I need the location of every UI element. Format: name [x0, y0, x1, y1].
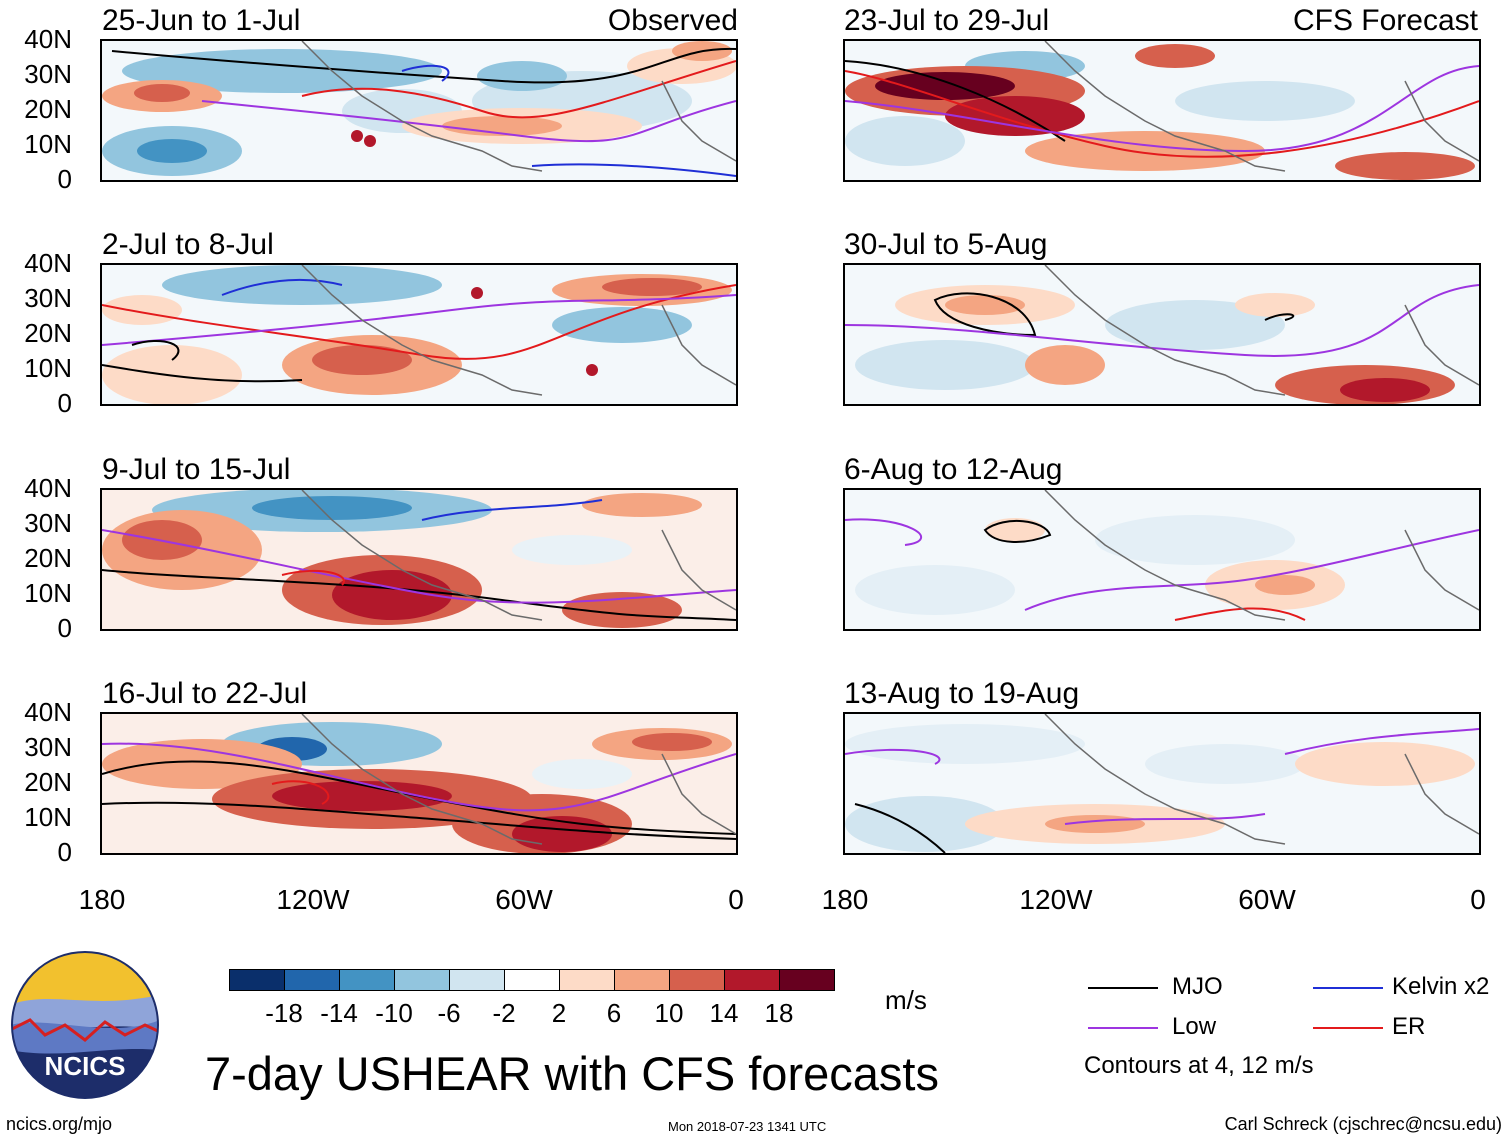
- colorbar-swatch: [229, 969, 285, 991]
- lon-label-180-left: 180: [78, 884, 126, 915]
- panel-title: 2-Jul to 8-Jul: [102, 228, 274, 261]
- lat-label: 0: [57, 613, 72, 643]
- colorbar-tick-label: 18: [764, 998, 794, 1028]
- lon-label-0-left: 0: [728, 884, 744, 915]
- map-panel: [843, 263, 1481, 406]
- panel-title: 9-Jul to 15-Jul: [102, 453, 291, 486]
- lat-label: 30N: [24, 283, 72, 313]
- colorbar-tick-label: -18: [265, 998, 303, 1028]
- storm-marker-f: [364, 135, 376, 147]
- lat-label: 40N: [24, 24, 72, 54]
- panel-title: 13-Aug to 19-Aug: [844, 677, 1080, 710]
- storm-marker-b: [586, 364, 598, 376]
- colorbar-tick-label: 6: [606, 998, 622, 1028]
- panel-title: 23-Jul to 29-Jul: [844, 4, 1050, 37]
- lon-label-60w-left: 60W: [495, 884, 553, 915]
- panel-title: 25-Jun to 1-Jul: [102, 4, 301, 37]
- logo-text: NCICS: [45, 1051, 126, 1081]
- colorbar-tick-label: -6: [437, 998, 461, 1028]
- map-panel: [843, 488, 1481, 631]
- lat-label: 20N: [24, 543, 72, 573]
- footer-author: Carl Schreck (cjschrec@ncsu.edu): [1224, 1114, 1502, 1134]
- panel-title: 6-Aug to 12-Aug: [844, 453, 1063, 486]
- lat-label: 40N: [24, 248, 72, 278]
- panel-title: 16-Jul to 22-Jul: [102, 677, 308, 710]
- lon-label-60w-right: 60W: [1238, 884, 1296, 915]
- colorbar-swatch: [284, 969, 340, 991]
- colorbar-swatch: [559, 969, 615, 991]
- lat-label: 10N: [24, 802, 72, 832]
- lon-label-180-right: 180: [821, 884, 869, 915]
- legend-kelvin-label: Kelvin x2: [1392, 973, 1490, 1000]
- lat-label: 10N: [24, 353, 72, 383]
- colorbar-tick-label: -10: [375, 998, 413, 1028]
- colorbar-swatch: [504, 969, 560, 991]
- footer-url: ncics.org/mjo: [6, 1114, 113, 1134]
- colorbar-swatch: [779, 969, 835, 991]
- panel-tag: CFS Forecast: [1292, 4, 1478, 37]
- storm-marker-e: [351, 130, 363, 142]
- lat-label: 20N: [24, 94, 72, 124]
- panel-title: 30-Jul to 5-Aug: [844, 228, 1048, 261]
- legend-low-line: [1088, 1027, 1158, 1029]
- legend-note: Contours at 4, 12 m/s: [1084, 1052, 1314, 1079]
- footer-timestamp: Mon 2018-07-23 1341 UTC: [668, 1119, 827, 1134]
- lat-label: 20N: [24, 318, 72, 348]
- lat-label: 40N: [24, 473, 72, 503]
- legend-mjo-line: [1088, 987, 1158, 989]
- colorbar-tick-label: 10: [654, 998, 684, 1028]
- colorbar-tick-label: -14: [320, 998, 358, 1028]
- map-panel: [100, 712, 738, 855]
- legend-kelvin-line: [1313, 987, 1383, 989]
- map-panel: [100, 263, 738, 406]
- colorbar-swatch: [339, 969, 395, 991]
- map-panel: [100, 39, 738, 182]
- colorbar-tick-label: -2: [492, 998, 516, 1028]
- lon-label-0-right: 0: [1470, 884, 1486, 915]
- colorbar-swatch: [614, 969, 670, 991]
- storm-marker-c: [471, 287, 483, 299]
- legend-mjo-label: MJO: [1172, 973, 1223, 1000]
- map-panel: [843, 712, 1481, 855]
- lon-label-120w-left: 120W: [276, 884, 350, 915]
- colorbar-swatch: [724, 969, 780, 991]
- lon-label-120w-right: 120W: [1019, 884, 1093, 915]
- lat-label: 10N: [24, 578, 72, 608]
- map-panel: [843, 39, 1481, 182]
- lat-label: 0: [57, 837, 72, 867]
- colorbar-tick-label: 2: [551, 998, 567, 1028]
- legend-low-label: Low: [1172, 1013, 1217, 1040]
- colorbar-swatch: [394, 969, 450, 991]
- colorbar-unit: m/s: [885, 985, 927, 1015]
- panel-tag: Observed: [607, 4, 738, 37]
- lat-label: 20N: [24, 767, 72, 797]
- map-panel: [100, 488, 738, 631]
- lat-label: 10N: [24, 129, 72, 159]
- ncics-logo: NCICS: [10, 950, 160, 1100]
- lat-label: 40N: [24, 697, 72, 727]
- colorbar-swatch: [449, 969, 505, 991]
- main-title: 7-day USHEAR with CFS forecasts: [205, 1047, 939, 1100]
- lat-label: 30N: [24, 508, 72, 538]
- lat-label: 30N: [24, 732, 72, 762]
- lat-label: 0: [57, 164, 72, 194]
- colorbar-swatch: [669, 969, 725, 991]
- legend-er-label: ER: [1392, 1013, 1426, 1040]
- legend-er-line: [1313, 1027, 1383, 1029]
- lat-label: 0: [57, 388, 72, 418]
- lat-label: 30N: [24, 59, 72, 89]
- colorbar-tick-label: 14: [709, 998, 739, 1028]
